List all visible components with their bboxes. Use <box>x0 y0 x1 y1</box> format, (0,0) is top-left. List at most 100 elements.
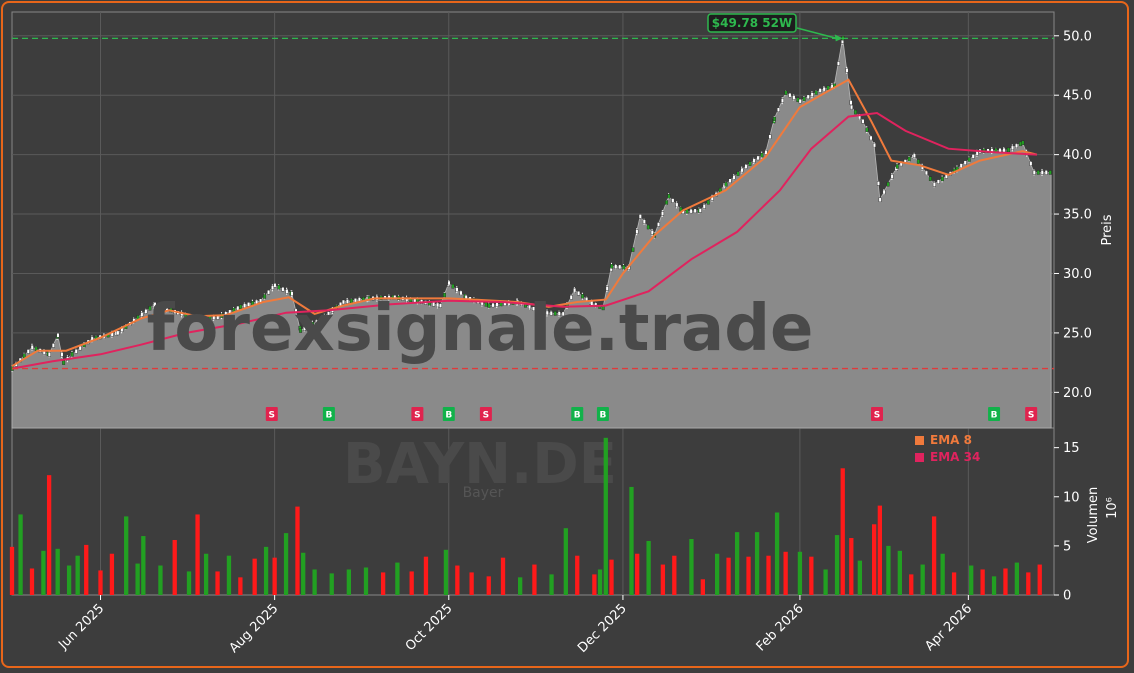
candle-body <box>1044 170 1048 175</box>
candle-body <box>736 171 740 176</box>
price-tick-label: 25.0 <box>1063 326 1092 341</box>
volume-bar <box>469 572 474 595</box>
x-tick-label: Dec 2025 <box>575 601 630 656</box>
candle-body <box>439 303 442 308</box>
volume-bar <box>172 539 177 595</box>
volume-bar <box>734 532 740 595</box>
candle-body <box>307 324 311 329</box>
candle-body <box>1015 143 1019 149</box>
candle-body <box>876 181 880 186</box>
volume-bar <box>486 576 491 595</box>
high-52w-label-box <box>707 13 797 33</box>
candle-body <box>732 175 736 180</box>
volume-bar <box>238 577 243 595</box>
legend-label: EMA 8 <box>930 433 972 447</box>
candle-body <box>285 289 289 294</box>
volume-bar <box>592 574 597 595</box>
candle-body <box>545 310 549 316</box>
volume-bar <box>329 573 334 595</box>
candle-body <box>491 302 495 308</box>
buy-signal: B <box>571 407 584 421</box>
sell-signal: S <box>871 407 884 421</box>
volume-bar <box>940 553 945 595</box>
volume-bar <box>283 533 289 595</box>
volume-bar <box>1003 568 1008 595</box>
volume-bar <box>726 557 731 595</box>
volume-bar <box>549 574 554 595</box>
legend-label: EMA 34 <box>930 450 980 464</box>
candle-body <box>263 294 267 299</box>
candle-body <box>661 211 665 216</box>
candle-body <box>62 360 66 365</box>
volume-bar <box>746 556 751 595</box>
volume-bar <box>409 571 414 595</box>
candle-body <box>882 189 886 195</box>
candle-body <box>869 135 873 141</box>
candle-body <box>959 163 963 168</box>
volume-bar <box>689 539 694 595</box>
candle-body <box>1036 170 1040 175</box>
candle-body <box>1032 170 1036 175</box>
price-tick-label: 20.0 <box>1063 386 1092 401</box>
candle-body <box>706 200 710 205</box>
volume-bar <box>575 555 580 595</box>
candle-body <box>51 343 55 348</box>
volume-bar <box>809 556 814 595</box>
volume-bar <box>969 565 974 595</box>
candle-body <box>781 98 784 103</box>
candle-body <box>724 182 728 187</box>
candle-body <box>153 302 157 307</box>
candle-body <box>549 310 553 316</box>
volume-bar <box>766 555 771 595</box>
volume-bar <box>141 536 146 595</box>
candle-body <box>290 291 294 296</box>
candle-body <box>886 182 890 187</box>
volume-bar <box>877 505 883 595</box>
candle-body <box>798 98 802 104</box>
volume-bar <box>84 544 89 595</box>
ema-8-line <box>11 78 1038 368</box>
volume-bar <box>783 551 788 595</box>
candle-body <box>895 164 899 169</box>
volume-bar <box>1037 564 1042 595</box>
candle-body <box>872 142 876 148</box>
buy-signal: B <box>442 407 455 421</box>
volume-bar <box>920 564 925 595</box>
candle-body <box>541 310 545 315</box>
candle-body <box>890 174 894 179</box>
sell-signal: S <box>1025 407 1038 421</box>
volume-bar <box>455 565 460 595</box>
volume-bar <box>109 553 115 595</box>
candle-body <box>561 311 565 317</box>
candle-body <box>311 321 315 327</box>
volume-bar <box>158 565 163 595</box>
volume-bar <box>646 540 651 595</box>
volume-bar <box>980 569 985 595</box>
candle-body <box>267 289 271 295</box>
candle-body <box>814 90 818 95</box>
candle-body <box>752 158 756 164</box>
candle-body <box>849 100 853 105</box>
price-axis-label: Preis <box>1100 214 1115 245</box>
volume-bar <box>9 546 15 595</box>
candle-body <box>912 153 916 159</box>
volume-bar <box>951 572 957 595</box>
volume-bar <box>886 545 891 595</box>
signal-letter: S <box>483 411 489 421</box>
volume-bar <box>195 514 200 595</box>
volume-bar <box>346 569 352 595</box>
volume-bar <box>849 538 854 595</box>
candle-body <box>773 116 776 122</box>
signal-letter: B <box>600 411 607 421</box>
candle-body <box>487 303 491 308</box>
volume-bar <box>312 569 317 595</box>
candle-body <box>1029 161 1033 166</box>
volume-bar <box>66 565 72 595</box>
volume-bar <box>55 548 60 595</box>
volume-bar <box>1014 562 1020 595</box>
candle-body <box>56 333 60 338</box>
candle-body <box>161 305 165 310</box>
high-52w-label: $49.78 52W <box>707 13 797 33</box>
volume-bar <box>423 556 429 595</box>
candle-body <box>698 208 702 213</box>
